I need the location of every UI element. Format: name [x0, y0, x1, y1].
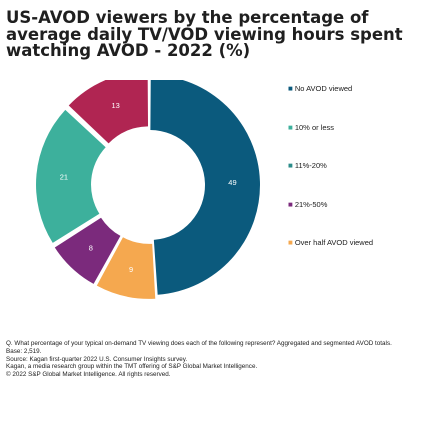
legend-swatch: ■: [288, 161, 293, 170]
footnote-copyright: © 2022 S&P Global Market Intelligence. A…: [6, 371, 171, 379]
legend-swatch: ■: [288, 84, 293, 93]
slice-value-label: 8: [89, 244, 93, 253]
legend-label: 10% or less: [294, 122, 335, 132]
footnote-question: Q. What percentage of your typical on-de…: [6, 340, 392, 347]
slice-11-20-: [36, 109, 106, 243]
slice-value-label: 49: [228, 178, 236, 187]
legend-item: ■ No AVOD viewed: [288, 84, 352, 93]
footnote: Q. What percentage of your typical on-de…: [6, 340, 420, 379]
legend-label: No AVOD viewed: [294, 84, 353, 93]
slice-no-avod-viewed: [150, 80, 260, 295]
legend-swatch: ■: [288, 122, 293, 132]
legend-label: 21%-50%: [294, 199, 328, 209]
donut-chart: 49 9 8 21 13: [36, 80, 260, 299]
slice-21-50-: [54, 217, 121, 284]
slice-value-label: 13: [111, 101, 119, 110]
slice-value-label: 9: [129, 265, 133, 274]
footnote-base: Base: 2,519.: [6, 347, 42, 355]
legend-item: ■ 10% or less: [288, 123, 334, 132]
slice-over-half-avod-viewed: [96, 237, 156, 299]
legend-item: ■ 21%-50%: [288, 200, 327, 209]
slice-value-label: 21: [60, 172, 68, 181]
footnote-source: Source: Kagan first-quarter 2022 U.S. Co…: [6, 355, 188, 363]
chart-title: US-AVOD viewers by the percentage of ave…: [6, 8, 403, 60]
legend-label: Over half AVOD viewed: [294, 238, 374, 247]
legend-swatch: ■: [288, 199, 293, 209]
footnote-kagan: Kagan, a media research group within the…: [6, 363, 258, 371]
legend-label: 11%-20%: [294, 161, 327, 170]
legend-item: ■ 11%-20%: [288, 161, 327, 170]
slice-10-or-less: [68, 80, 149, 144]
legend-swatch: ■: [288, 238, 293, 247]
legend-item: ■ Over half AVOD viewed: [288, 238, 373, 247]
